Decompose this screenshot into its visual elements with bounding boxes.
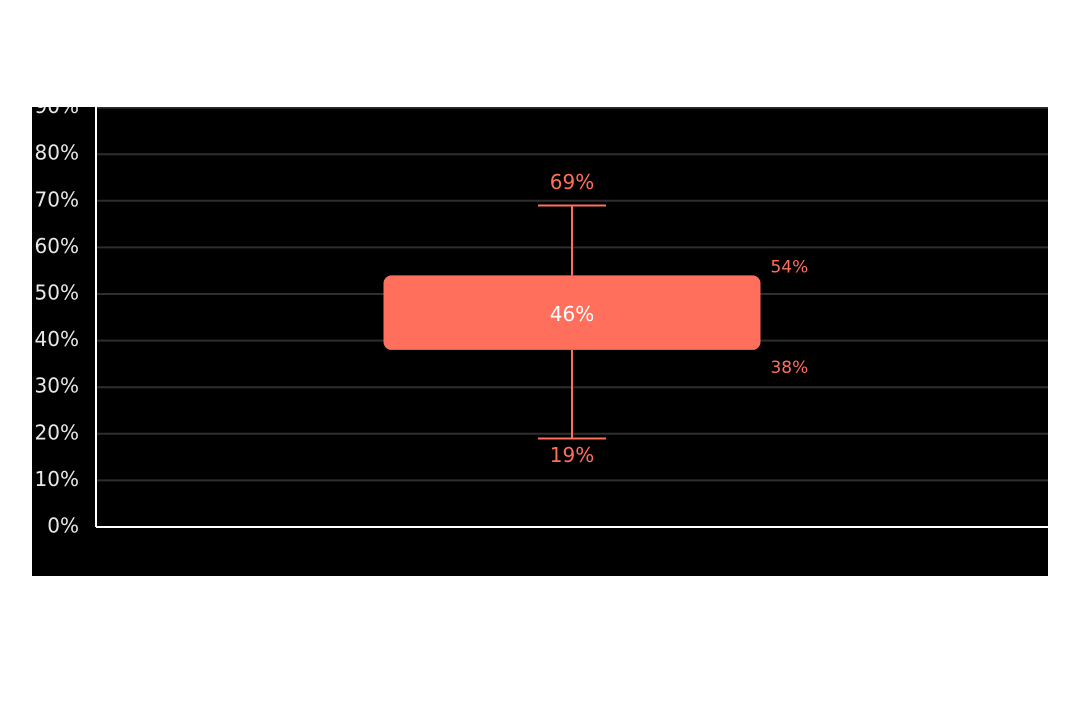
max-label: 69%: [550, 170, 594, 194]
y-tick-label: 30%: [35, 374, 79, 398]
min-label: 19%: [550, 443, 594, 467]
q3-label: 54%: [770, 257, 808, 277]
y-tick-label: 40%: [35, 327, 79, 351]
y-tick-label: 0%: [47, 514, 79, 538]
y-tick-label: 70%: [35, 187, 79, 211]
median-label: 46%: [550, 302, 594, 326]
y-tick-label: 10%: [35, 467, 79, 491]
y-tick-label: 50%: [35, 281, 79, 305]
y-tick-label: 60%: [35, 234, 79, 258]
y-tick-label: 20%: [35, 420, 79, 444]
y-tick-label: 90%: [35, 94, 79, 118]
q1-label: 38%: [770, 358, 808, 378]
y-tick-label: 80%: [35, 141, 79, 165]
